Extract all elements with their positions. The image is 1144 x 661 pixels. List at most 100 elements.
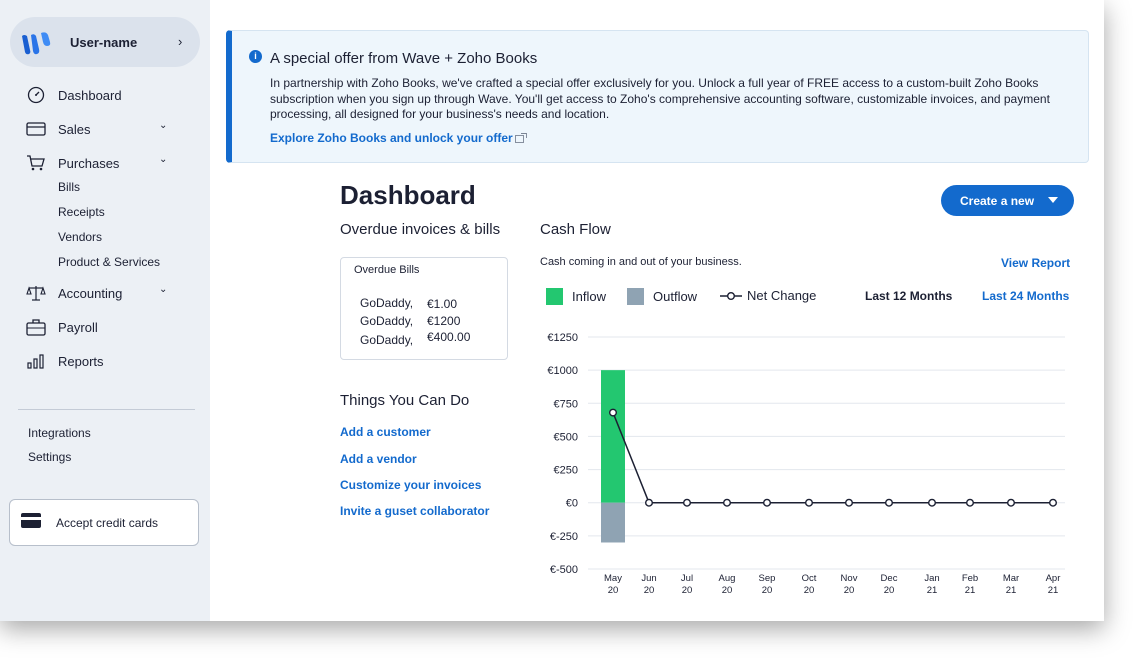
x-tick-label-month: Apr (1046, 573, 1061, 584)
nav-accounting[interactable]: Accounting ⌄ (25, 282, 195, 304)
add-customer-link[interactable]: Add a customer (340, 425, 431, 439)
net-change-line (612, 412, 1053, 504)
overdue-bills-card: Overdue Bills GoDaddy, €1.00 GoDaddy, €1… (340, 257, 508, 360)
zoho-offer-banner: i A special offer from Wave + Zoho Books… (226, 30, 1089, 163)
x-tick-label-year: 20 (722, 585, 733, 596)
x-tick-label-year: 21 (1048, 585, 1059, 596)
x-tick-label-month: Aug (719, 573, 736, 584)
x-tick-label-month: Mar (1003, 573, 1019, 584)
x-tick-label-year: 21 (927, 585, 938, 596)
overdue-bill-amount: €400.00 (427, 330, 471, 344)
create-new-button[interactable]: Create a new (941, 185, 1074, 216)
legend-net-change: Net Change (720, 288, 816, 303)
legend-inflow: Inflow (546, 288, 606, 305)
net-change-point (682, 498, 691, 507)
overdue-bill-amount: €1.00 (427, 297, 458, 311)
view-report-link[interactable]: View Report (1001, 256, 1071, 270)
net-change-point (1007, 498, 1016, 507)
x-tick-label-month: Jun (641, 573, 656, 584)
x-tick-label-year: 20 (762, 585, 773, 596)
y-tick-label: €-500 (550, 564, 578, 576)
sidebar-item-settings[interactable]: Settings (28, 450, 72, 464)
overdue-bill-vendor[interactable]: GoDaddy, (360, 314, 414, 328)
legend-outflow-label: Outflow (653, 289, 698, 304)
wave-logo-icon (22, 32, 51, 55)
nav-reports[interactable]: Reports (25, 350, 195, 372)
x-tick-label-year: 20 (682, 585, 693, 596)
y-tick-label: €-250 (550, 531, 578, 543)
nav-label: Dashboard (58, 87, 122, 103)
legend-outflow: Outflow (627, 288, 697, 305)
outflow-bar (601, 502, 625, 543)
cashflow-subtitle: Cash coming in and out of your business. (540, 256, 742, 268)
user-menu[interactable]: User-name › (10, 17, 200, 67)
x-tick-label-year: 20 (608, 585, 619, 596)
briefcase-icon (25, 318, 47, 336)
net-change-point (885, 498, 894, 507)
page-title: Dashboard (340, 180, 476, 210)
banner-body: In partnership with Zoho Books, we've cr… (270, 76, 1050, 121)
bar-chart-icon (25, 352, 47, 370)
x-tick-label-month: Nov (841, 573, 858, 584)
net-change-point (644, 498, 653, 507)
overdue-bill-amount: €1200 (427, 314, 461, 328)
net-change-point (805, 498, 814, 507)
accept-credit-cards-label: Accept credit cards (56, 515, 159, 530)
y-tick-label: €750 (554, 398, 578, 410)
sidebar-item-products-services[interactable]: Product & Services (58, 255, 161, 269)
overdue-bill-vendor[interactable]: GoDaddy, (360, 296, 414, 310)
overdue-bill-vendor[interactable]: GoDaddy, (360, 333, 414, 347)
caret-down-icon (1048, 197, 1058, 203)
chevron-down-icon[interactable]: ⌄ (159, 120, 168, 131)
sidebar: User-name › Dashboard Sales ⌄ Purchases … (0, 0, 210, 621)
sidebar-item-vendors[interactable]: Vendors (58, 230, 103, 244)
accept-credit-cards-button[interactable]: Accept credit cards (9, 499, 199, 546)
y-tick-label: €500 (554, 431, 578, 443)
outflow-swatch (627, 288, 644, 305)
explore-zoho-link[interactable]: Explore Zoho Books and unlock your offer (270, 131, 527, 145)
cashflow-heading: Cash Flow (540, 221, 611, 238)
user-name: User-name (70, 35, 138, 50)
x-tick-label-month: Dec (881, 573, 898, 584)
scales-icon (25, 284, 47, 302)
nav-label: Payroll (58, 319, 98, 335)
nav-purchases[interactable]: Purchases ⌄ (25, 152, 195, 174)
x-tick-label-month: Jan (924, 573, 939, 584)
y-tick-label: €1250 (547, 332, 578, 344)
dashboard-gauge-icon (25, 86, 47, 104)
range-last-12-months[interactable]: Last 12 Months (865, 289, 953, 303)
y-tick-label: €250 (554, 465, 578, 477)
x-tick-label-year: 20 (884, 585, 895, 596)
nav-label: Sales (58, 121, 91, 137)
app-window: User-name › Dashboard Sales ⌄ Purchases … (0, 0, 1089, 621)
sidebar-item-bills[interactable]: Bills (58, 180, 81, 194)
inflow-swatch (546, 288, 563, 305)
banner-title: A special offer from Wave + Zoho Books (270, 50, 538, 67)
things-heading: Things You Can Do (340, 392, 470, 409)
chevron-down-icon[interactable]: ⌄ (159, 154, 168, 165)
nav-payroll[interactable]: Payroll (25, 316, 195, 338)
x-tick-label-year: 20 (644, 585, 655, 596)
sidebar-item-receipts[interactable]: Receipts (58, 205, 105, 219)
x-tick-label-month: Feb (962, 573, 978, 584)
net-change-point (928, 498, 937, 507)
x-tick-label-month: Jul (681, 573, 693, 584)
range-last-24-months[interactable]: Last 24 Months (982, 289, 1070, 303)
sidebar-divider (18, 409, 195, 410)
add-vendor-link[interactable]: Add a vendor (340, 452, 417, 466)
chevron-right-icon: › (178, 34, 183, 49)
chevron-down-icon[interactable]: ⌄ (159, 284, 168, 295)
customize-invoices-link[interactable]: Customize your invoices (340, 478, 482, 492)
nav-dashboard[interactable]: Dashboard (25, 84, 195, 106)
invite-collaborator-link[interactable]: Invite a guset collaborator (340, 504, 490, 518)
sidebar-item-integrations[interactable]: Integrations (28, 426, 91, 440)
y-tick-label: €1000 (547, 365, 578, 377)
create-new-label: Create a new (960, 193, 1035, 208)
net-change-point (845, 498, 854, 507)
sales-card-icon (25, 120, 47, 138)
nav-sales[interactable]: Sales ⌄ (25, 118, 195, 140)
cashflow-chart: €1250€1000€750€500€250€0€-250€-500May20J… (547, 332, 1065, 596)
x-tick-label-year: 21 (1006, 585, 1017, 596)
overdue-bills-caption: Overdue Bills (354, 264, 420, 276)
nav-label: Purchases (58, 155, 120, 171)
